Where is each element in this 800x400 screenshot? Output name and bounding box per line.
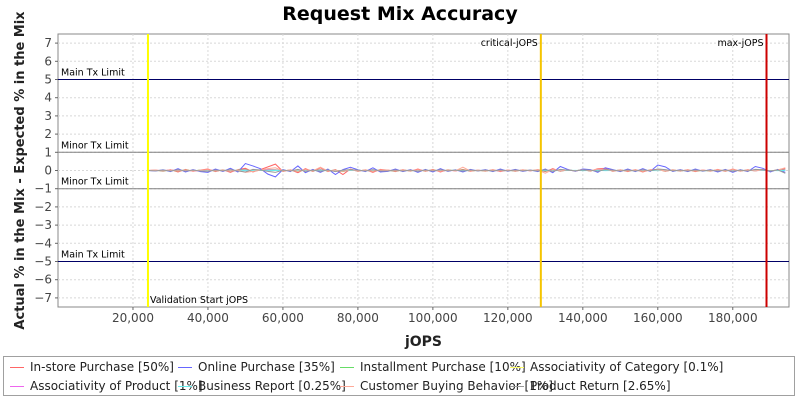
x-tick-label: 80,000 [337,311,379,325]
x-tick-label: 20,000 [112,311,154,325]
legend-item: Product Return [2.65%] [510,378,671,394]
legend-swatch [340,367,354,368]
y-tick-label: 0 [44,164,52,178]
legend-item: Associativity of Category [0.1%] [510,359,723,375]
legend-label: Associativity of Category [0.1%] [530,360,724,374]
y-tick-label: −1 [34,182,52,196]
legend-item: Installment Purchase [10%] [340,359,526,375]
y-tick-label: 5 [44,73,52,87]
y-tick-label: −7 [34,291,52,305]
legend-swatch [178,386,192,387]
y-tick-label: −3 [34,218,52,232]
legend-label: Product Return [2.65%] [530,379,671,393]
chart-legend: In-store Purchase [50%] Online Purchase [… [3,356,795,396]
limit-line-label: Minor Tx Limit [61,140,129,151]
x-tick-label: 40,000 [187,311,229,325]
legend-label: Associativity of Product [1%] [30,379,203,393]
legend-item: Online Purchase [35%] [178,359,335,375]
marker-line-label: Validation Start jOPS [150,295,248,306]
chart-title: Request Mix Accuracy [282,3,518,25]
legend-item: Associativity of Product [1%] [10,378,203,394]
x-tick-label: 100,000 [408,311,458,325]
legend-label: In-store Purchase [50%] [30,360,174,374]
y-tick-label: 1 [44,145,52,159]
legend-label: Installment Purchase [10%] [360,360,526,374]
y-tick-label: −6 [34,273,52,287]
x-tick-label: 120,000 [483,311,533,325]
legend-swatch [178,367,192,368]
y-tick-label: −4 [34,236,52,250]
legend-swatch [10,367,24,368]
x-tick-label: 180,000 [708,311,758,325]
y-tick-label: 2 [44,127,52,141]
limit-line-label: Minor Tx Limit [61,177,129,188]
legend-label: Business Report [0.25%] [198,379,346,393]
y-tick-label: 3 [44,109,52,123]
legend-swatch [10,386,24,387]
limit-line-label: Main Tx Limit [61,68,125,79]
y-tick-label: 7 [44,36,52,50]
legend-swatch [510,386,524,387]
y-tick-label: 6 [44,54,52,68]
legend-label: Customer Buying Behavior [1%] [360,379,553,393]
legend-item: In-store Purchase [50%] [10,359,174,375]
y-tick-label: −2 [34,200,52,214]
legend-label: Online Purchase [35%] [198,360,335,374]
y-tick-label: −5 [34,255,52,269]
x-axis-label: jOPS [404,334,442,350]
x-tick-label: 160,000 [633,311,683,325]
legend-item: Customer Buying Behavior [1%] [340,378,553,394]
legend-swatch [340,386,354,387]
marker-line-label: max-jOPS [717,38,763,49]
series-line [147,168,786,174]
legend-item: Business Report [0.25%] [178,378,346,394]
chart-canvas: Request Mix Accuracy 20,000 40,000 60,000 80… [13,3,790,350]
legend-swatch [510,367,524,368]
x-tick-label: 140,000 [558,311,608,325]
marker-line-label: critical-jOPS [481,38,538,49]
limit-line-label: Main Tx Limit [61,250,125,261]
x-tick-label: 60,000 [262,311,304,325]
y-axis-label: Actual % in the Mix - Expected % in the … [13,11,28,330]
y-tick-label: 4 [44,91,52,105]
